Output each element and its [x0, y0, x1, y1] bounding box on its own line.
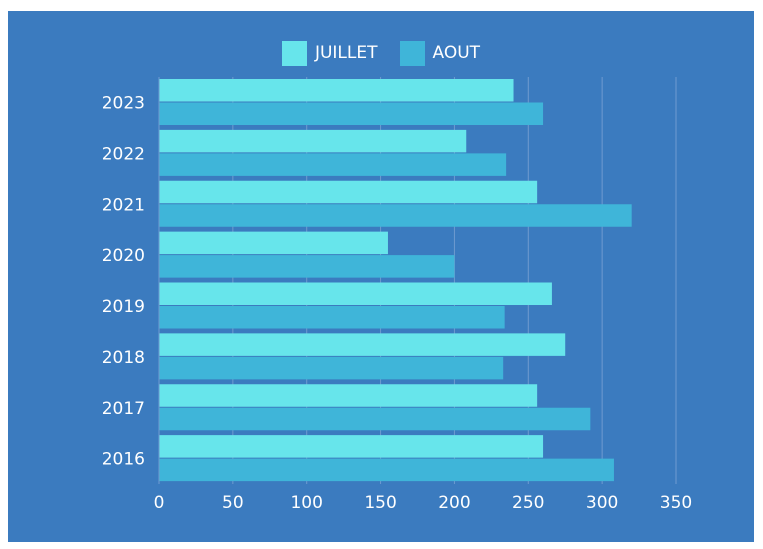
- bar-aout-2018: [159, 356, 504, 380]
- y-tick-label-2020: 2020: [102, 246, 145, 266]
- x-tick-label-0: 0: [154, 493, 165, 513]
- legend-item-aout: AOUT: [399, 40, 481, 66]
- bar-chart: 2023 2022 2021 2020 2019 2018 2017 2016 0 50 100 15…: [102, 77, 692, 513]
- y-tick-label-2017: 2017: [102, 399, 145, 419]
- legend-swatch-aout: [399, 40, 425, 66]
- x-tick-label-300: 300: [586, 493, 618, 513]
- y-tick-label-2018: 2018: [102, 348, 145, 368]
- legend-item-juillet: JUILLET: [281, 40, 378, 66]
- bar-juillet-2020: [159, 231, 388, 255]
- x-tick-label-100: 100: [290, 493, 322, 513]
- y-tick-label-2016: 2016: [102, 450, 145, 470]
- legend: JUILLET AOUT: [8, 39, 754, 67]
- legend-label-aout: AOUT: [432, 43, 481, 63]
- bar-aout-2016: [159, 458, 614, 482]
- y-tick-label-2019: 2019: [102, 297, 145, 317]
- bar-aout-2020: [159, 255, 455, 278]
- bar-aout-2023: [159, 102, 544, 125]
- bar-juillet-2018: [159, 333, 566, 356]
- bar-juillet-2023: [159, 79, 514, 102]
- bar-juillet-2021: [159, 180, 538, 204]
- bar-juillet-2017: [159, 384, 538, 407]
- bar-juillet-2016: [159, 435, 544, 458]
- y-tick-label-2022: 2022: [102, 144, 145, 164]
- bar-aout-2022: [159, 153, 507, 176]
- bar-juillet-2022: [159, 129, 467, 153]
- bar-aout-2019: [159, 306, 505, 329]
- x-tick-label-150: 150: [364, 493, 396, 513]
- x-tick-label-350: 350: [660, 493, 692, 513]
- x-tick-label-200: 200: [438, 493, 470, 513]
- x-tick-label-50: 50: [222, 493, 244, 513]
- legend-swatch-juillet: [281, 40, 307, 66]
- y-tick-label-2021: 2021: [102, 195, 145, 215]
- legend-label-juillet: JUILLET: [314, 43, 378, 63]
- bar-aout-2021: [159, 204, 632, 227]
- x-tick-label-250: 250: [512, 493, 544, 513]
- chart-panel: JUILLET AOUT 2023 2022 2021 2020 2019 2018 201…: [8, 11, 754, 542]
- bar-juillet-2019: [159, 282, 552, 305]
- bar-aout-2017: [159, 407, 591, 431]
- y-tick-label-2023: 2023: [102, 94, 145, 114]
